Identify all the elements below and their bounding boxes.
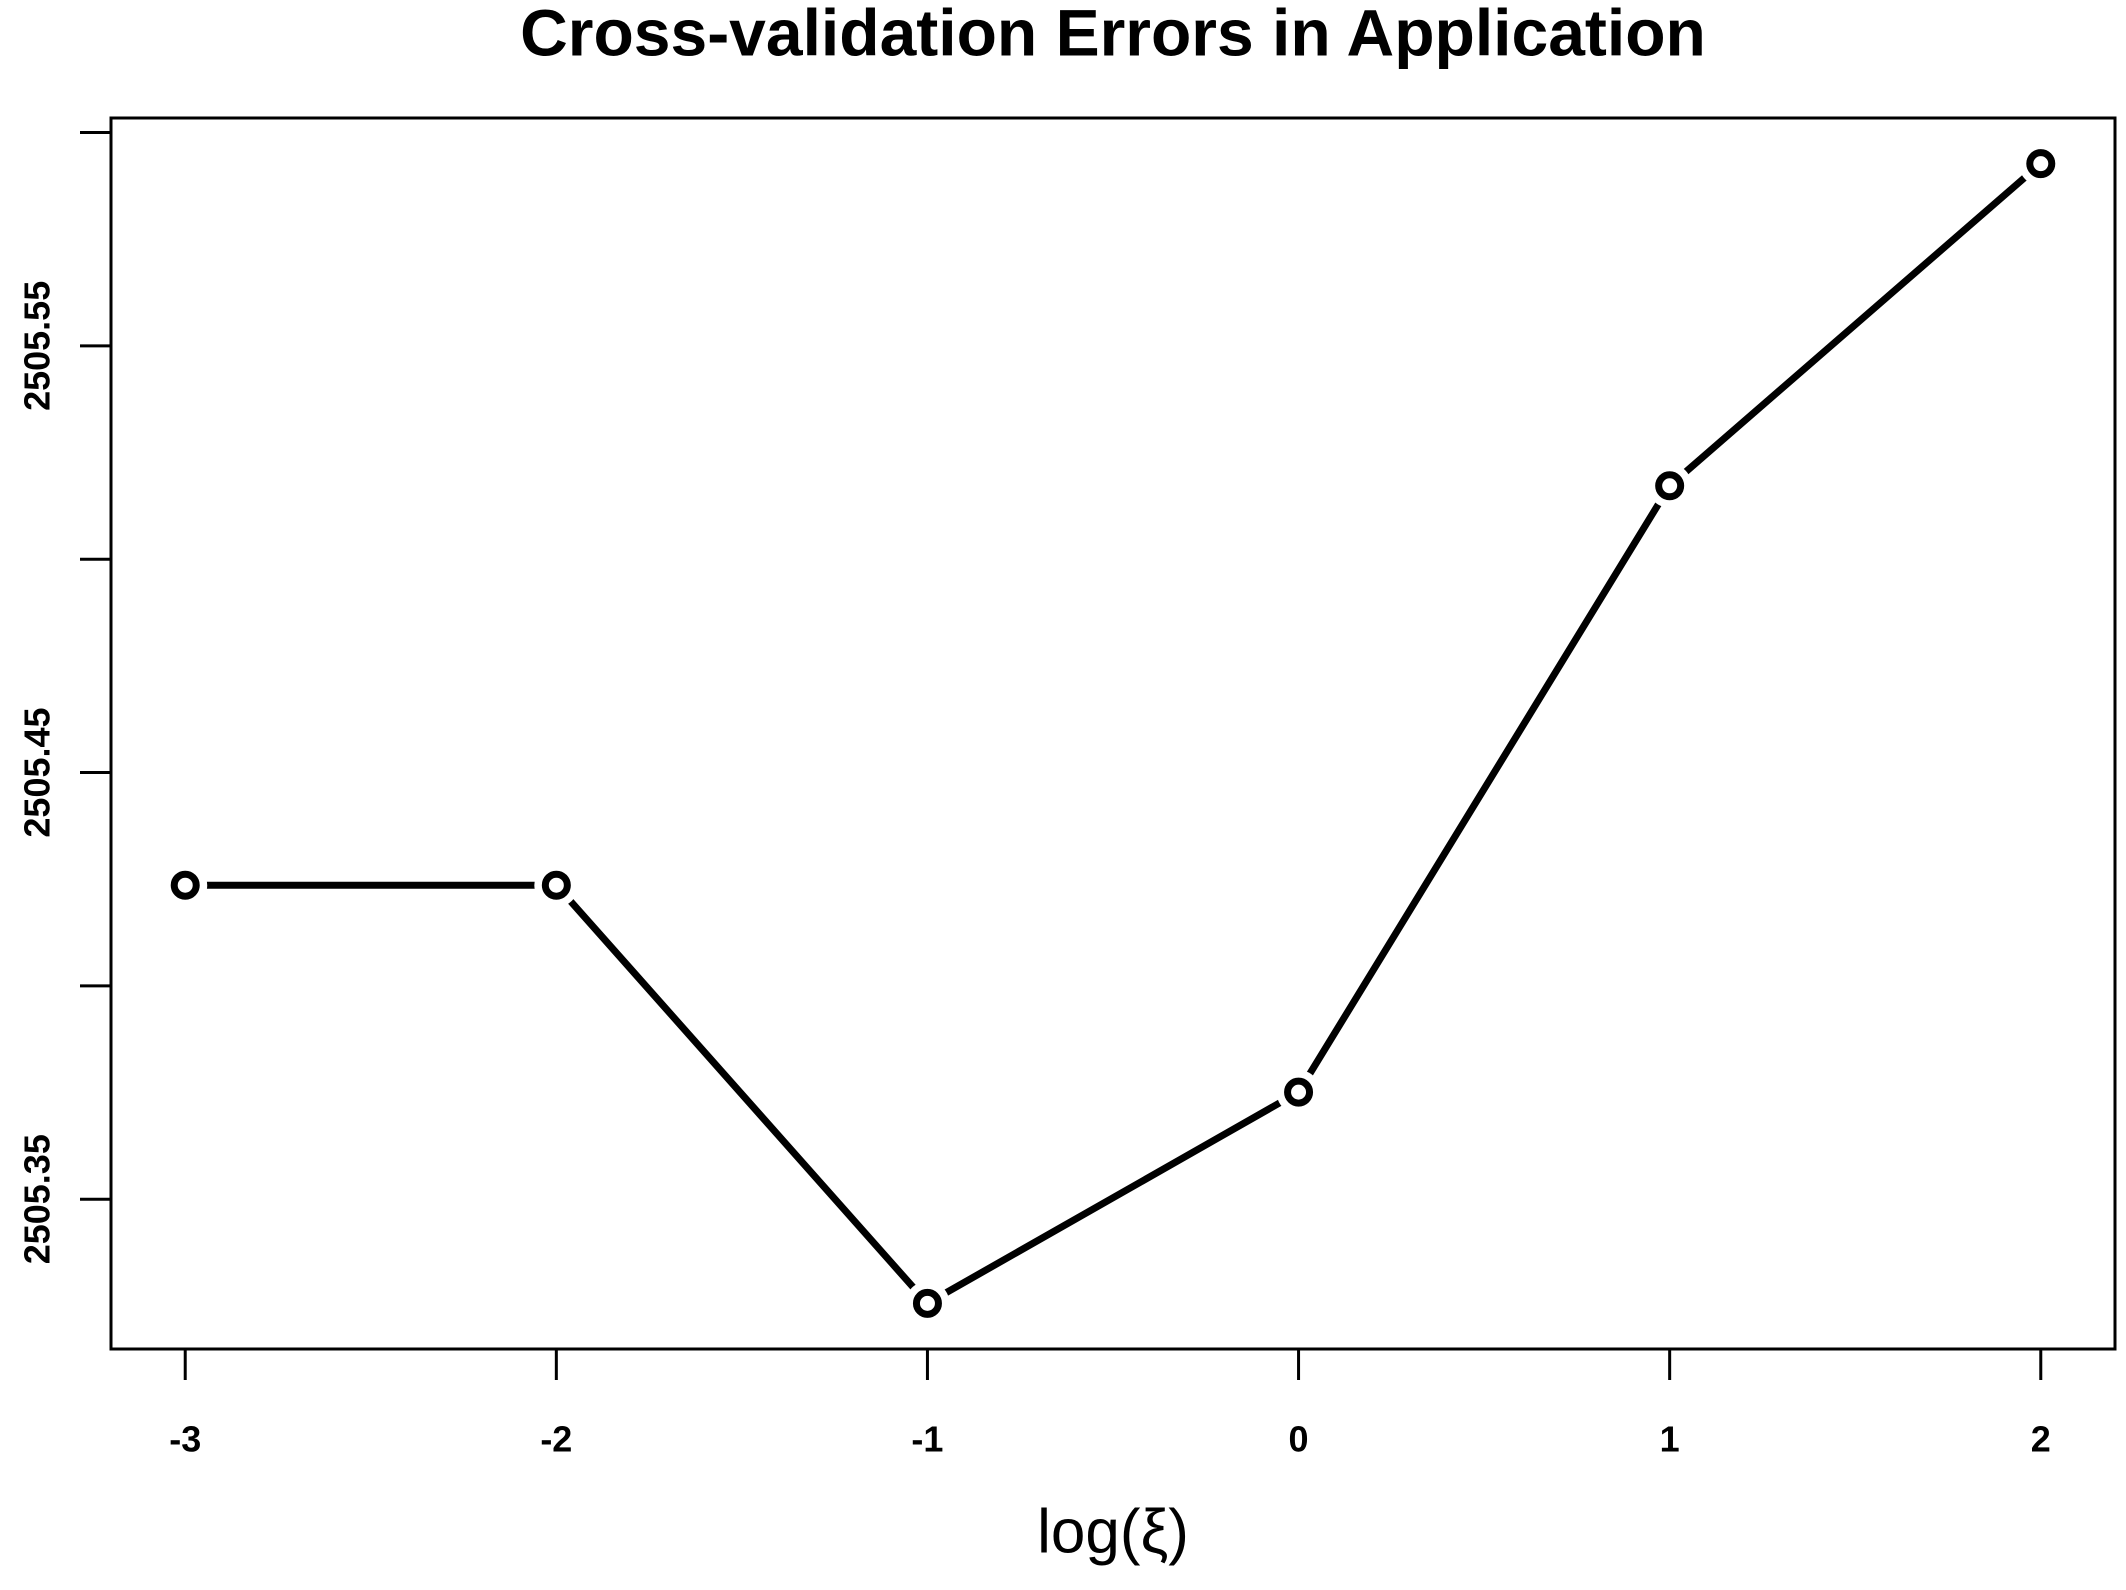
x-axis-label: log(ξ): [1037, 1497, 1189, 1566]
x-tick-label: 0: [1289, 1419, 1309, 1460]
y-tick-label: 2505.35: [17, 1134, 58, 1264]
x-tick-label: 2: [2031, 1419, 2051, 1460]
series-line: [185, 161, 2044, 1307]
point: [912, 1288, 942, 1318]
point: [170, 870, 200, 900]
x-tick-label: 1: [1660, 1419, 1680, 1460]
point: [1284, 1077, 1314, 1107]
y-tick-label: 2505.45: [17, 707, 58, 837]
point: [1655, 471, 1685, 501]
x-tick-label: -1: [911, 1419, 943, 1460]
point: [2026, 149, 2056, 179]
y-tick-label: 2505.55: [17, 281, 58, 411]
x-tick-label: -3: [169, 1419, 201, 1460]
x-tick-label: -2: [540, 1419, 572, 1460]
point: [541, 870, 571, 900]
chart-title: Cross-validation Errors in Application: [520, 0, 1706, 69]
plot-frame: [109, 116, 2117, 1351]
